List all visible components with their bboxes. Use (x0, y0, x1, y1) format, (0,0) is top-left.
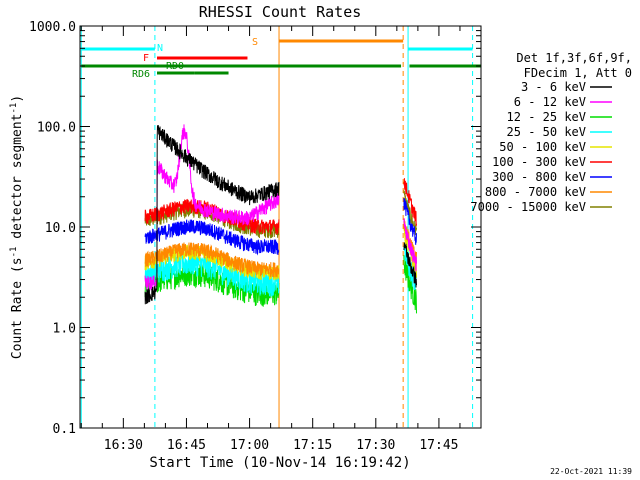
legend-header-line: FDecim 1, Att 0 (524, 66, 632, 80)
x-tick-label: 17:30 (356, 438, 395, 453)
y-axis-label-part: ) (10, 95, 25, 103)
legend-label: 3 - 6 keV (521, 80, 586, 94)
y-axis-label-superscript: -1 (9, 103, 19, 114)
x-tick-label: 17:00 (230, 438, 269, 453)
x-tick-label: 17:15 (293, 438, 332, 453)
y-tick-label: 0.1 (53, 422, 76, 437)
chart-title: RHESSI Count Rates (199, 3, 362, 21)
series-group (144, 197, 417, 256)
x-tick-label: 16:45 (167, 438, 206, 453)
x-axis-label: Start Time (10-Nov-14 16:19:42) (149, 455, 410, 471)
flag-label-flare: F (143, 53, 149, 64)
y-tick-label: 10.0 (45, 221, 76, 236)
legend-label: 6 - 12 keV (514, 95, 586, 109)
flag-label-decim: RD6 (132, 69, 150, 80)
y-tick-label: 100.0 (37, 121, 76, 136)
legend-label: 100 - 300 keV (492, 155, 586, 169)
series-group (144, 125, 417, 305)
generated-timestamp: 22-Oct-2021 11:39 (550, 467, 632, 476)
series-layer (144, 124, 417, 314)
y-axis-label: Count Rate (s-1 detector segment-1) (9, 95, 25, 359)
flag-bars: NF S RD6 RD0 (81, 37, 481, 80)
y-axis-label-part: detector segment (10, 114, 25, 247)
x-tick-label: 17:45 (419, 438, 458, 453)
legend-label: 50 - 100 keV (499, 140, 586, 154)
y-axis-label-superscript: -1 (9, 247, 19, 258)
y-tick-label: 1.0 (53, 322, 76, 337)
series-line (403, 178, 417, 226)
series-line (403, 218, 417, 272)
flag-label-saa: S (252, 37, 258, 48)
series-line (144, 124, 280, 291)
legend-label: 12 - 25 keV (507, 110, 586, 124)
y-tick-label: 1000.0 (29, 20, 76, 35)
legend-label: 25 - 50 keV (507, 125, 586, 139)
legend: Det 1f,3f,6f,9f, FDecim 1, Att 0 3 - 6 k… (470, 51, 632, 214)
legend-header-line: Det 1f,3f,6f,9f, (516, 51, 632, 65)
series-group (144, 124, 417, 291)
series-line (403, 197, 417, 245)
flag-label-night: N (157, 43, 163, 54)
y-axis-label-part: Count Rate (s (10, 257, 25, 359)
series-line (144, 251, 280, 297)
flag-label-decim_off: RD0 (166, 61, 184, 72)
series-line (144, 241, 280, 278)
series-line (403, 242, 417, 288)
series-line (144, 263, 280, 307)
axes: 0.1 1.0 10.0 100.0 1000.0 16:30 16:45 17:00 17:1… (29, 20, 482, 453)
legend-label: 7000 - 15000 keV (470, 200, 586, 214)
series-line (144, 125, 280, 305)
x-tick-label: 16:30 (104, 438, 143, 453)
legend-label: 800 - 7000 keV (485, 185, 586, 199)
legend-label: 300 - 800 keV (492, 170, 586, 184)
series-line (144, 219, 280, 256)
